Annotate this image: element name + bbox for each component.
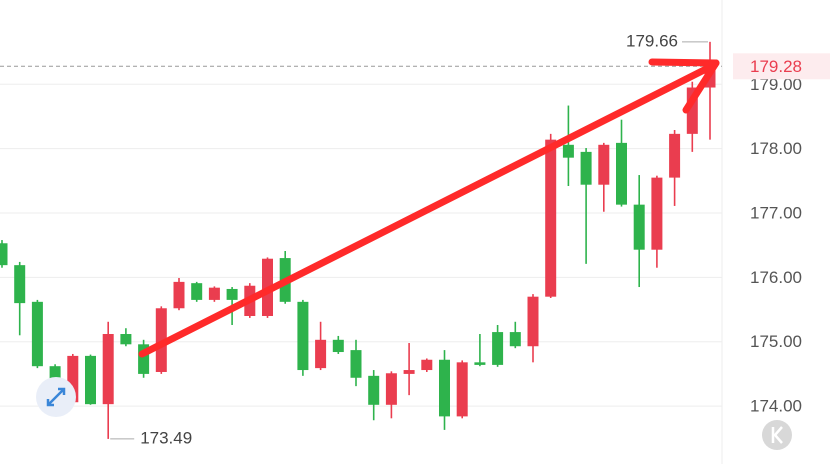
candle-body	[297, 301, 309, 371]
y-tick-label: 177.00	[750, 204, 802, 223]
candle-body	[633, 204, 645, 250]
candle-body	[492, 332, 504, 365]
y-tick-label: 179.00	[750, 75, 802, 94]
candle-body	[598, 144, 610, 185]
grid	[0, 0, 723, 464]
arrow-shaft	[138, 62, 716, 358]
y-tick-label: 176.00	[750, 268, 802, 287]
candle-body	[120, 334, 132, 345]
candle-body	[173, 281, 185, 309]
last-price-label: 179.28	[750, 57, 802, 76]
y-tick-label: 178.00	[750, 139, 802, 158]
candle-body	[439, 359, 450, 417]
candle-body	[385, 373, 397, 405]
arrow-head	[682, 59, 720, 114]
candle-body	[31, 301, 43, 367]
candle-body	[315, 339, 327, 369]
y-tick-label: 174.00	[750, 397, 802, 416]
candle-body	[208, 287, 220, 300]
candle-body	[14, 265, 26, 304]
candle-body	[0, 243, 8, 266]
candle-body	[651, 177, 663, 250]
max-label: 179.66	[626, 31, 678, 50]
candle-body	[138, 344, 150, 374]
candle-body	[102, 334, 114, 405]
candle-body	[226, 288, 238, 300]
candle-body	[527, 296, 539, 347]
min-label: 173.49	[140, 428, 192, 447]
labels: 174.00175.00176.00177.00178.00179.00179.…	[0, 31, 830, 447]
zoom-icon[interactable]	[36, 377, 76, 417]
icon-arrows	[46, 387, 66, 407]
candle-body	[403, 370, 415, 374]
candle-body	[332, 339, 344, 353]
y-tick-label: 175.00	[750, 332, 802, 351]
button-bg[interactable]	[762, 420, 792, 450]
candle-body	[67, 355, 79, 403]
candle-body	[85, 355, 96, 405]
button-glyph	[771, 426, 783, 444]
candle-body	[580, 151, 592, 185]
candle-body	[562, 144, 574, 158]
back-button[interactable]	[762, 420, 792, 450]
trend-arrow	[138, 58, 720, 358]
candle-body	[686, 87, 698, 134]
candle-body	[421, 359, 433, 371]
candle-body	[545, 139, 557, 297]
candle-body	[191, 283, 203, 300]
candles	[0, 41, 716, 439]
candle-body	[474, 362, 486, 365]
candle-body	[350, 350, 362, 378]
candle-body	[616, 142, 627, 205]
candle-body	[669, 133, 681, 178]
candle-body	[456, 362, 468, 417]
candle-body	[155, 308, 167, 372]
candle-body	[509, 332, 521, 347]
arrow-head	[648, 58, 720, 67]
last-price-box	[733, 53, 830, 80]
candle-body	[368, 375, 380, 405]
